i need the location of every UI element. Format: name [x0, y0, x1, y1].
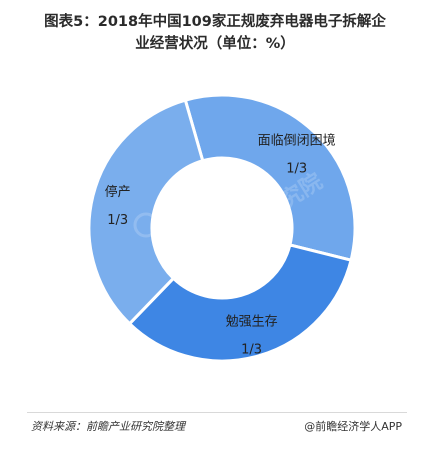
chart-title-line-2: 业经营状况（单位：%） — [135, 36, 295, 52]
donut-slice-3 — [87, 98, 205, 326]
footer-divider — [27, 412, 407, 413]
source-note: 资料来源：前瞻产业研究院整理 — [31, 420, 185, 433]
slice-category-label-3: 停产 — [105, 184, 131, 200]
slice-value-label-1: 1/3 — [286, 162, 307, 177]
chart-title-line-1: 图表5：2018年中国109家正规废弃电器电子拆解企 — [44, 14, 386, 30]
brand-credit: @前瞻经济学人APP — [304, 420, 402, 433]
donut-slice-1 — [183, 93, 357, 262]
donut-slice-2 — [127, 243, 353, 363]
slice-value-label-3: 1/3 — [107, 213, 128, 228]
slice-category-label-1: 面临倒闭困境 — [258, 134, 336, 149]
slice-category-label-2: 勉强生存 — [226, 314, 278, 329]
slice-value-label-2: 1/3 — [241, 342, 262, 357]
